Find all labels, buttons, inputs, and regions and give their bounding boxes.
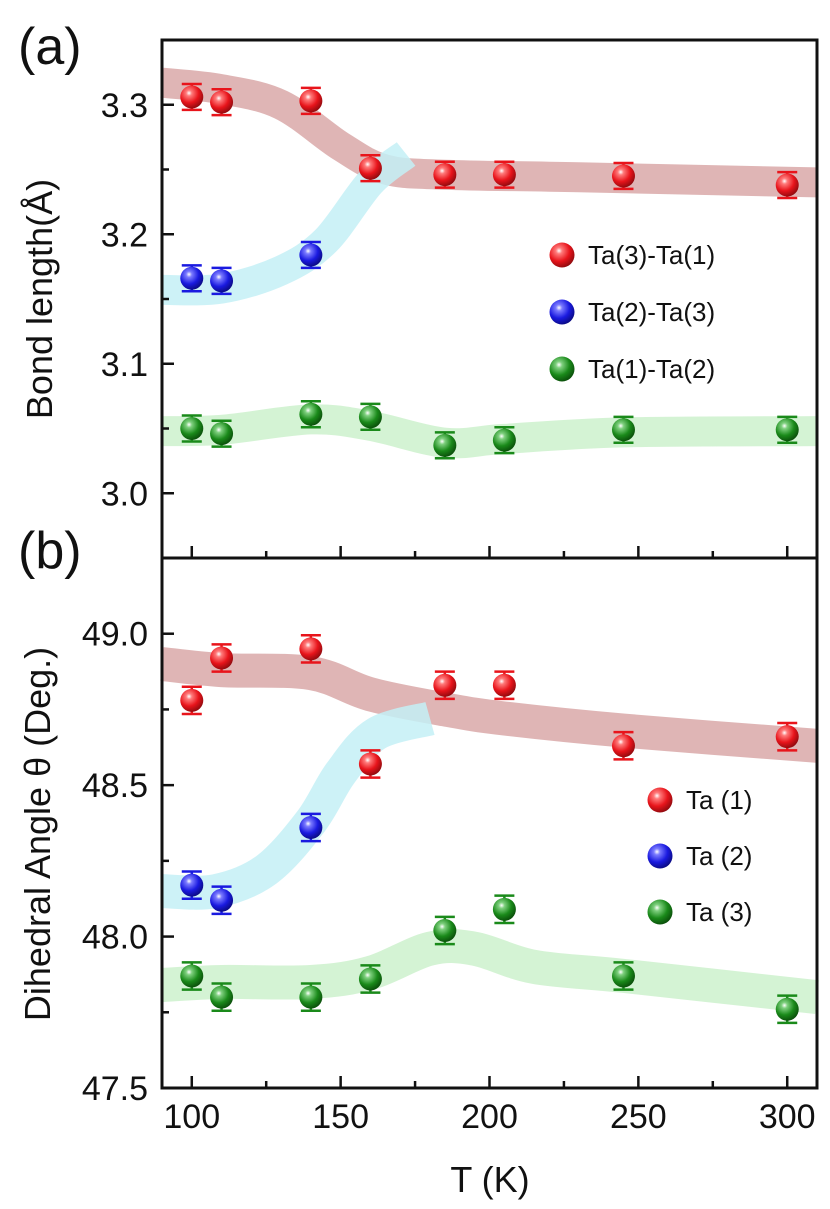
legend-label: Ta (1) — [686, 785, 752, 815]
legend-marker — [647, 899, 673, 925]
legend-label: Ta (3) — [686, 897, 752, 927]
panel-a-bond-length: 3.0 3.1 3.2 3.3 (a) Bond length(Å) Ta(3)-Ta… — [18, 18, 819, 560]
panel-a-guide-bands — [160, 67, 818, 459]
data-point — [210, 985, 234, 1009]
series-3 — [180, 400, 799, 460]
series-2 — [180, 812, 323, 916]
data-point — [433, 673, 457, 697]
series-3 — [180, 894, 799, 1025]
data-point — [210, 422, 234, 446]
x-tick-label: 100 — [163, 1098, 220, 1136]
data-point — [299, 816, 323, 840]
data-point — [611, 964, 635, 988]
panel-a-label: (a) — [18, 18, 82, 76]
legend-item: Ta (3) — [647, 897, 752, 927]
data-point — [611, 734, 635, 758]
y-tick-label: 3.3 — [101, 87, 148, 125]
panel-a-ticks: 3.0 3.1 3.2 3.3 — [101, 38, 789, 558]
data-point — [299, 89, 323, 113]
panel-b-y-axis-title: Dihedral Angle θ (Deg.) — [17, 647, 58, 1021]
y-tick-label: 49.0 — [82, 616, 148, 654]
data-point — [180, 417, 204, 440]
legend-label: Ta (2) — [686, 841, 752, 871]
series-2 — [180, 240, 323, 296]
x-axis: 100 150 200 250 300 — [163, 1098, 815, 1136]
data-point — [433, 163, 457, 187]
data-point — [180, 688, 204, 712]
panel-b-label: (b) — [18, 522, 82, 580]
x-axis-title: T (K) — [450, 1159, 529, 1200]
legend-item: Ta(3)-Ta(1) — [549, 240, 715, 270]
data-point — [210, 90, 234, 114]
data-point — [210, 646, 234, 670]
y-tick-label: 3.2 — [101, 216, 148, 254]
guide-band-1 — [160, 67, 818, 198]
legend-item: Ta(1)-Ta(2) — [549, 354, 715, 384]
legend-label: Ta(1)-Ta(2) — [588, 354, 715, 384]
data-point — [433, 919, 457, 943]
series-1 — [180, 633, 799, 779]
guide-band-2 — [161, 701, 435, 910]
legend-marker — [549, 299, 575, 325]
data-point — [775, 997, 799, 1021]
x-tick-label: 200 — [461, 1098, 518, 1136]
x-tick-label: 300 — [759, 1098, 816, 1136]
guide-band-3 — [161, 929, 819, 1015]
data-point — [299, 637, 323, 661]
x-tick-label: 250 — [610, 1098, 667, 1136]
data-point — [492, 897, 516, 921]
panel-b-legend: Ta (1) Ta (2) Ta (3) — [647, 785, 752, 927]
data-point — [210, 888, 234, 912]
data-point — [775, 418, 799, 442]
panel-b-frame — [160, 556, 819, 1090]
legend-marker — [647, 843, 673, 869]
legend-item: Ta(2)-Ta(3) — [549, 297, 715, 327]
panel-a-y-axis-title: Bond length(Å) — [19, 179, 60, 419]
y-tick-label: 47.5 — [82, 1070, 148, 1108]
data-point — [358, 967, 382, 991]
data-point — [433, 433, 457, 457]
x-tick-label: 150 — [312, 1098, 369, 1136]
y-tick-label: 3.1 — [101, 346, 148, 384]
legend-label: Ta(2)-Ta(3) — [588, 297, 715, 327]
data-point — [775, 173, 799, 197]
series-1 — [180, 82, 799, 200]
legend-item: Ta (1) — [647, 785, 752, 815]
data-point — [299, 402, 323, 426]
data-point — [180, 266, 204, 290]
data-point — [210, 269, 234, 293]
legend-label: Ta(3)-Ta(1) — [588, 240, 715, 270]
data-point — [492, 163, 516, 187]
legend-item: Ta (2) — [647, 841, 752, 871]
data-point — [299, 985, 323, 1009]
y-tick-label: 48.5 — [82, 767, 148, 805]
data-point — [492, 428, 516, 452]
data-point — [180, 85, 204, 109]
data-point — [492, 673, 516, 697]
panel-b-points — [180, 633, 799, 1025]
data-point — [775, 725, 799, 749]
y-tick-label: 48.0 — [82, 919, 148, 957]
panel-a-points — [180, 82, 799, 460]
data-point — [358, 156, 382, 180]
legend-marker — [647, 787, 673, 813]
panel-a-legend: Ta(3)-Ta(1) Ta(2)-Ta(3) Ta(1)-Ta(2) — [549, 240, 715, 384]
data-point — [180, 964, 204, 988]
data-point — [358, 405, 382, 429]
panel-a-frame — [160, 38, 819, 560]
panel-b-dihedral-angle: 47.5 48.0 48.5 49.0 (b) Dihedral Angle θ (D… — [17, 522, 819, 1108]
y-tick-label: 3.0 — [101, 475, 148, 513]
panel-b-guide-bands — [160, 647, 819, 1015]
guide-band-1 — [160, 647, 819, 763]
data-point — [611, 418, 635, 442]
guide-band-3 — [161, 404, 818, 459]
legend-marker — [549, 356, 575, 382]
data-point — [611, 164, 635, 188]
data-point — [180, 873, 204, 897]
data-point — [299, 243, 323, 267]
data-point — [358, 752, 382, 776]
legend-marker — [549, 242, 575, 268]
